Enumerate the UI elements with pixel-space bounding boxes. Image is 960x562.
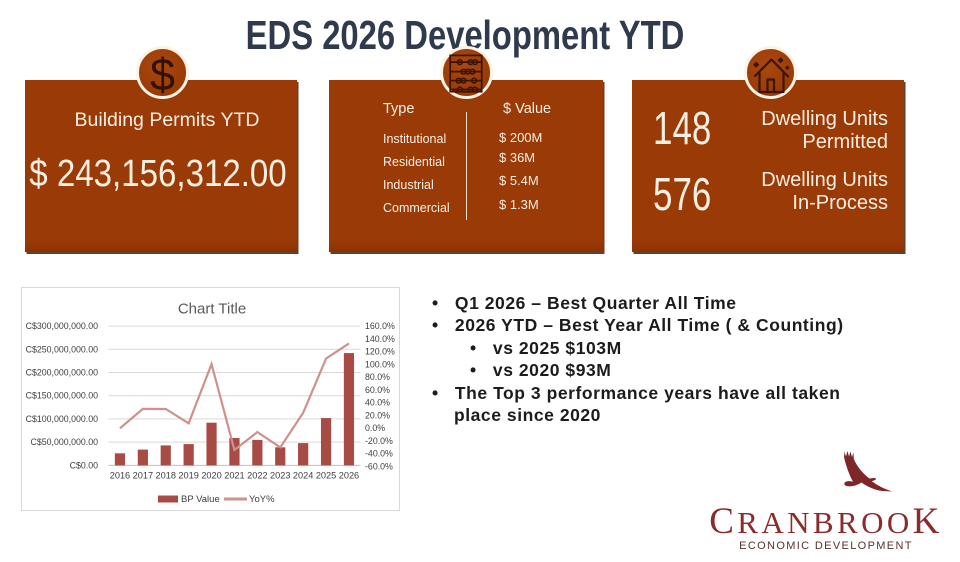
svg-text:C$300,000,000.00: C$300,000,000.00	[26, 321, 99, 331]
svg-text:2017: 2017	[133, 471, 153, 481]
svg-text:2025: 2025	[316, 471, 336, 481]
svg-text:2016: 2016	[110, 471, 130, 481]
svg-text:C$250,000,000.00: C$250,000,000.00	[26, 344, 99, 354]
svg-text:140.0%: 140.0%	[365, 334, 395, 344]
svg-text:C$0.00: C$0.00	[70, 460, 98, 470]
svg-text:80.0%: 80.0%	[365, 372, 390, 382]
svg-text:20.0%: 20.0%	[365, 410, 390, 420]
svg-text:2019: 2019	[178, 471, 198, 481]
svg-text:160.0%: 160.0%	[365, 321, 395, 331]
svg-text:Chart Title: Chart Title	[178, 301, 246, 318]
svg-text:40.0%: 40.0%	[365, 398, 390, 408]
svg-text:2022: 2022	[247, 471, 267, 481]
svg-text:-60.0%: -60.0%	[365, 461, 393, 471]
svg-text:YoY%: YoY%	[249, 494, 275, 505]
svg-text:-40.0%: -40.0%	[365, 449, 393, 459]
svg-text:-20.0%: -20.0%	[365, 436, 393, 446]
svg-text:2024: 2024	[293, 471, 313, 481]
svg-text:C$150,000,000.00: C$150,000,000.00	[26, 391, 99, 401]
svg-text:BP Value: BP Value	[181, 494, 220, 505]
svg-text:100.0%: 100.0%	[365, 359, 395, 369]
svg-text:2018: 2018	[156, 471, 176, 481]
svg-text:C$100,000,000.00: C$100,000,000.00	[26, 414, 99, 424]
svg-text:2020: 2020	[201, 471, 221, 481]
svg-text:2026: 2026	[339, 471, 359, 481]
svg-text:2021: 2021	[224, 471, 244, 481]
svg-text:60.0%: 60.0%	[365, 385, 390, 395]
svg-text:120.0%: 120.0%	[365, 347, 395, 357]
svg-text:0.0%: 0.0%	[365, 423, 385, 433]
svg-text:C$50,000,000.00: C$50,000,000.00	[30, 437, 98, 447]
svg-text:2023: 2023	[270, 471, 290, 481]
svg-text:C$200,000,000.00: C$200,000,000.00	[26, 368, 99, 378]
